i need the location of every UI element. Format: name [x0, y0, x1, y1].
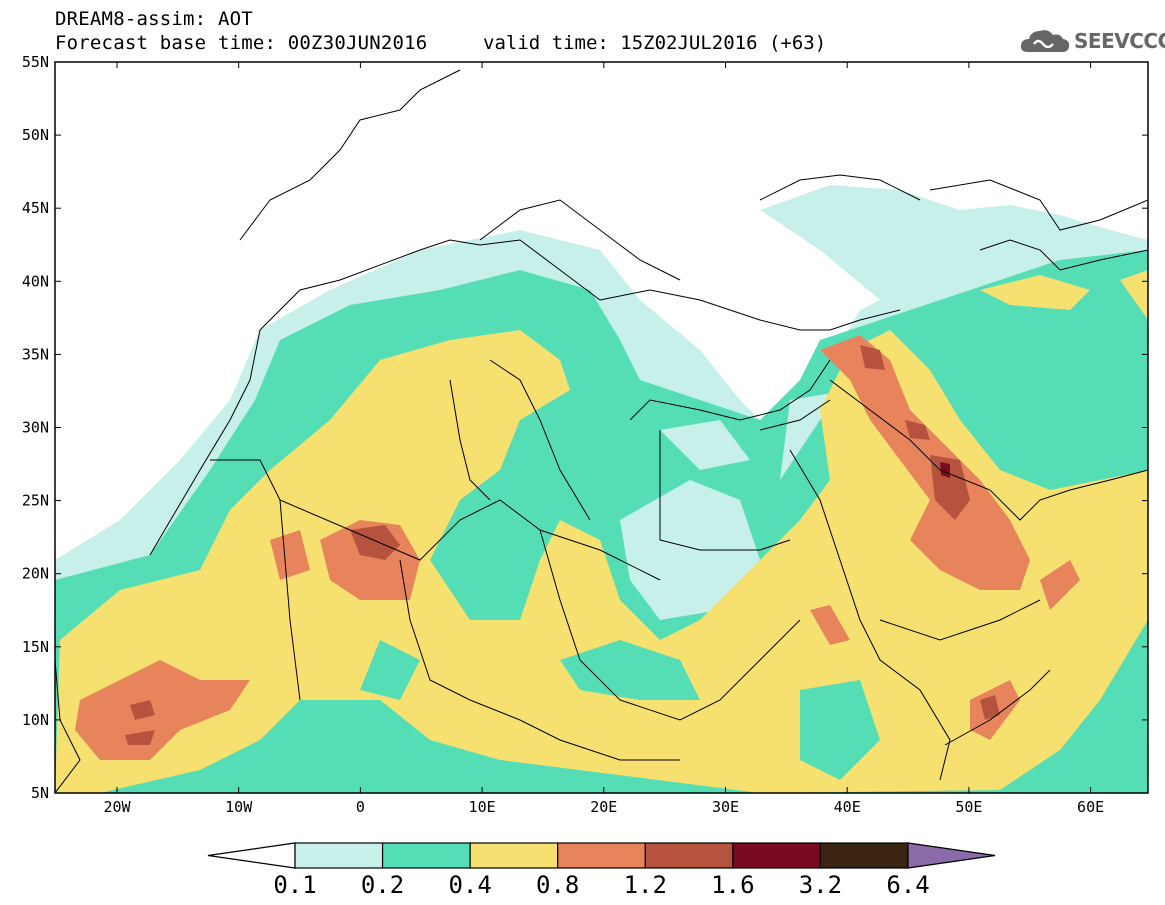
colorbar-level-label: 0.2	[361, 871, 404, 899]
aot-field	[55, 62, 1148, 793]
colorbar-box	[819, 842, 909, 869]
colorbar-level-label: 6.4	[886, 871, 929, 899]
colorbar-level-label: 3.2	[799, 871, 842, 899]
colorbar-box	[469, 842, 559, 869]
lat-label: 30N	[22, 419, 49, 437]
lon-label: 10W	[225, 798, 253, 816]
coastlines	[55, 69, 1148, 793]
cloud-icon	[1020, 30, 1070, 52]
longitude-axis: 20W 10W 0 10E 20E 30E 40E 50E 60E	[103, 62, 1104, 816]
forecast-base-time: Forecast base time: 00Z30JUN2016	[55, 32, 428, 54]
lat-label: 55N	[22, 53, 49, 71]
lon-label: 30E	[712, 798, 739, 816]
lat-label: 15N	[22, 638, 49, 656]
lat-label: 25N	[22, 492, 49, 510]
colorbar-box	[381, 842, 471, 869]
map-title: DREAM8-assim: AOT	[55, 8, 253, 30]
lon-label: 40E	[834, 798, 861, 816]
colorbar-level-label: 0.1	[273, 871, 316, 899]
lat-label: 45N	[22, 199, 49, 217]
lat-label: 20N	[22, 565, 49, 583]
lat-label: 5N	[31, 784, 49, 802]
colorbar-level-label: 0.4	[448, 871, 491, 899]
valid-time: valid time: 15Z02JUL2016 (+63)	[483, 32, 827, 54]
lon-label: 20W	[103, 798, 131, 816]
aot-colorbar: 0.1 0.2 0.4 0.8 1.2 1.6 3.2 6.4	[207, 842, 996, 899]
lat-label: 10N	[22, 711, 49, 729]
latitude-axis: 55N 50N 45N 40N 35N 30N 25N 20N 15N 10N 5N	[22, 53, 1148, 802]
lat-label: 35N	[22, 345, 49, 363]
lon-label: 60E	[1077, 798, 1104, 816]
lat-label: 50N	[22, 126, 49, 144]
colorbar-box	[557, 842, 646, 869]
colorbar-box	[294, 842, 384, 869]
colorbar-over-arrow	[907, 842, 996, 869]
seevccc-logo: SEEVCCC	[1018, 22, 1165, 60]
lon-label: 50E	[955, 798, 982, 816]
lon-label: 20E	[590, 798, 617, 816]
colorbar-level-label: 1.6	[711, 871, 754, 899]
colorbar-level-label: 0.8	[536, 871, 579, 899]
logo-text: SEEVCCC	[1074, 29, 1165, 53]
lon-label: 10E	[469, 798, 496, 816]
colorbar-under-arrow	[207, 842, 296, 869]
lat-label: 40N	[22, 272, 49, 290]
colorbar-level-label: 1.2	[624, 871, 667, 899]
colorbar-box	[732, 842, 822, 869]
lon-label: 0	[356, 798, 365, 816]
colorbar-box	[644, 842, 734, 869]
